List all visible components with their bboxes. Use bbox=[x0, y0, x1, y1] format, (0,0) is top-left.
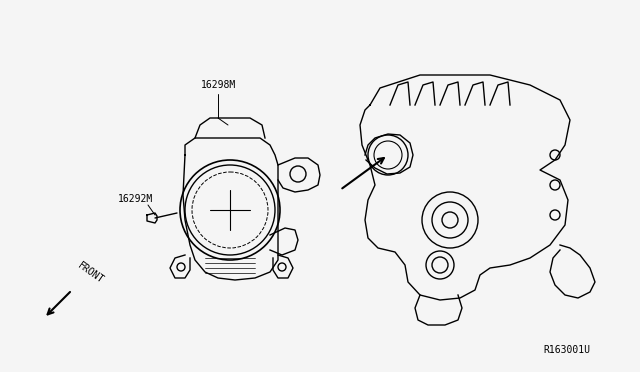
Text: 16292M: 16292M bbox=[118, 194, 153, 204]
Text: FRONT: FRONT bbox=[76, 260, 106, 285]
Text: 16298M: 16298M bbox=[200, 80, 236, 90]
Text: R163001U: R163001U bbox=[543, 345, 590, 355]
